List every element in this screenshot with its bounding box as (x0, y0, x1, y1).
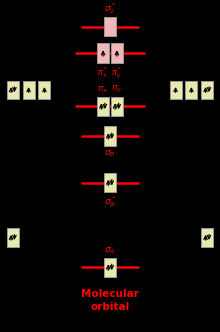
Text: $\sigma_B$: $\sigma_B$ (104, 148, 116, 159)
Text: $\sigma_2^*$: $\sigma_2^*$ (104, 1, 116, 16)
Bar (104, 258, 116, 277)
Text: $\pi_y^*$: $\pi_y^*$ (111, 65, 123, 81)
Bar (104, 173, 116, 192)
Bar (185, 80, 198, 99)
Bar (38, 80, 51, 99)
Text: Molecular
orbital: Molecular orbital (81, 289, 139, 312)
Text: $\sigma_A$: $\sigma_A$ (104, 245, 116, 256)
Text: $\pi_x^*$: $\pi_x^*$ (97, 65, 109, 80)
Bar (7, 80, 19, 99)
Bar (97, 43, 110, 63)
Bar (110, 97, 123, 116)
Text: $\pi_x$: $\pi_x$ (97, 84, 109, 95)
Bar (7, 228, 19, 246)
Bar (110, 43, 123, 63)
Text: $\sigma_B^*$: $\sigma_B^*$ (104, 195, 116, 209)
Bar (170, 80, 182, 99)
Bar (104, 17, 116, 36)
Bar (201, 80, 213, 99)
Bar (201, 228, 213, 246)
Bar (23, 80, 35, 99)
Text: $\pi_y$: $\pi_y$ (111, 84, 123, 95)
Bar (97, 97, 110, 116)
Bar (104, 126, 116, 146)
